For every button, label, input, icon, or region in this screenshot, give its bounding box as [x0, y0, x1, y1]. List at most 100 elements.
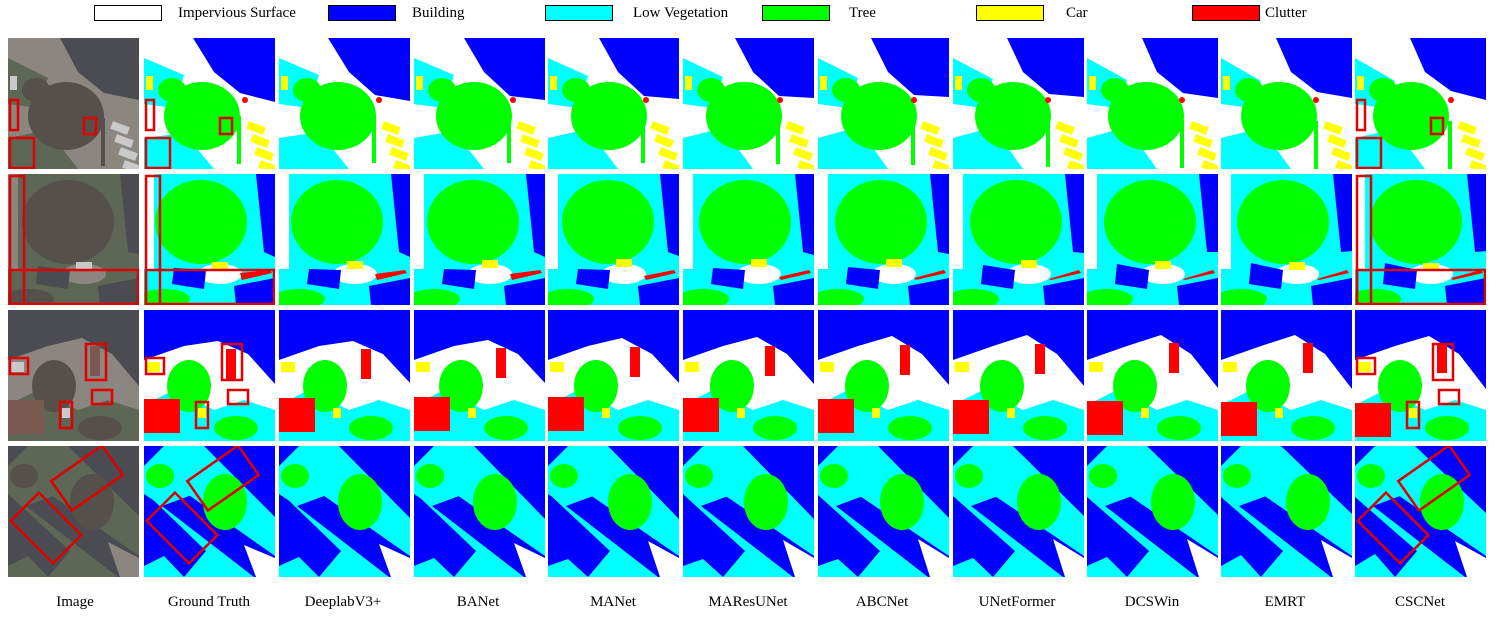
panel-row1-dcswin	[1087, 38, 1218, 169]
panel-row1-unetformer	[953, 38, 1084, 169]
legend: Impervious Surface Building Low Vegetati…	[0, 0, 1498, 30]
highlight-box	[144, 490, 220, 566]
column-label-banet: BANet	[456, 594, 500, 610]
panel-row4-ground-truth	[144, 446, 275, 577]
panel-row2-deeplabv3plus	[279, 174, 410, 305]
panel-row3-manet	[548, 310, 679, 441]
panel-row1-cscnet	[1355, 38, 1486, 169]
highlight-box	[1355, 268, 1486, 305]
highlight-box	[1355, 490, 1431, 566]
highlight-box	[8, 490, 84, 566]
panel-row3-emrt	[1221, 310, 1352, 441]
panel-row4-image	[8, 446, 139, 577]
panel-row4-dcswin	[1087, 446, 1218, 577]
panel-row2-image	[8, 174, 139, 305]
panel-row4-cscnet	[1355, 446, 1486, 577]
column-label-deeplabv3plus: DeeplabV3+	[304, 594, 382, 610]
highlight-box	[1396, 446, 1472, 513]
highlight-box	[220, 342, 244, 382]
highlight-box	[1355, 98, 1367, 132]
highlight-box	[144, 98, 156, 132]
column-label-dcswin: DCSWin	[1124, 594, 1180, 610]
panel-row1-emrt	[1221, 38, 1352, 169]
segmentation-comparison-grid	[8, 38, 1486, 577]
legend-label-car: Car	[1066, 5, 1088, 21]
panel-row3-deeplabv3plus	[279, 310, 410, 441]
panel-row3-image	[8, 310, 139, 441]
panel-row4-deeplabv3plus	[279, 446, 410, 577]
highlight-box	[8, 98, 20, 132]
panel-row2-cscnet	[1355, 174, 1486, 305]
highlight-box	[226, 388, 250, 406]
highlight-box	[218, 116, 234, 136]
panel-row2-abcnet	[818, 174, 949, 305]
highlight-box	[8, 174, 26, 305]
highlight-box	[8, 136, 36, 169]
legend-label-clutter: Clutter	[1265, 5, 1307, 21]
highlight-box	[144, 268, 275, 305]
column-label-emrt: EMRT	[1264, 594, 1306, 610]
highlight-box	[1405, 400, 1421, 430]
column-label-image: Image	[56, 594, 94, 610]
column-label-abcnet: ABCNet	[855, 594, 909, 610]
highlight-box	[185, 446, 261, 513]
panel-row3-dcswin	[1087, 310, 1218, 441]
highlight-box	[1429, 116, 1445, 136]
panel-row3-unetformer	[953, 310, 1084, 441]
legend-swatch-impervious-surface	[94, 5, 162, 21]
highlight-box	[90, 388, 114, 406]
legend-label-building: Building	[412, 5, 465, 21]
panel-row4-emrt	[1221, 446, 1352, 577]
highlight-box	[49, 446, 125, 513]
legend-swatch-car	[976, 5, 1044, 21]
panel-row4-unetformer	[953, 446, 1084, 577]
column-label-ground-truth: Ground Truth	[167, 594, 251, 610]
panel-row2-banet	[414, 174, 545, 305]
panel-row2-ground-truth	[144, 174, 275, 305]
highlight-box	[144, 174, 162, 305]
panel-row1-image	[8, 38, 139, 169]
highlight-box	[1355, 136, 1383, 169]
panel-row2-maresunet	[683, 174, 814, 305]
panel-row3-abcnet	[818, 310, 949, 441]
panel-row3-maresunet	[683, 310, 814, 441]
legend-label-low-vegetation: Low Vegetation	[633, 5, 729, 21]
highlight-box	[1355, 174, 1373, 305]
highlight-box	[8, 268, 139, 305]
highlight-box	[1355, 356, 1377, 376]
panel-row2-emrt	[1221, 174, 1352, 305]
legend-swatch-building	[328, 5, 396, 21]
panel-row4-banet	[414, 446, 545, 577]
legend-swatch-clutter	[1192, 5, 1260, 21]
panel-row4-manet	[548, 446, 679, 577]
highlight-box	[58, 400, 74, 430]
highlight-box	[194, 400, 210, 430]
column-label-cscnet: CSCNet	[1394, 594, 1446, 610]
panel-row1-banet	[414, 38, 545, 169]
highlight-box	[8, 356, 30, 376]
column-label-unetformer: UNetFormer	[978, 594, 1056, 610]
panel-row3-cscnet	[1355, 310, 1486, 441]
highlight-box	[144, 136, 172, 169]
panel-row1-deeplabv3plus	[279, 38, 410, 169]
panel-row1-maresunet	[683, 38, 814, 169]
panel-row2-manet	[548, 174, 679, 305]
panel-row2-dcswin	[1087, 174, 1218, 305]
highlight-box	[1437, 388, 1461, 406]
legend-swatch-tree	[762, 5, 830, 21]
panel-row2-unetformer	[953, 174, 1084, 305]
highlight-box	[84, 342, 108, 382]
legend-label-tree: Tree	[849, 5, 876, 21]
column-label-manet: MANet	[590, 594, 636, 610]
highlight-box	[82, 116, 98, 136]
panel-row4-maresunet	[683, 446, 814, 577]
panel-row1-abcnet	[818, 38, 949, 169]
panel-row1-manet	[548, 38, 679, 169]
panel-row3-ground-truth	[144, 310, 275, 441]
panel-row4-abcnet	[818, 446, 949, 577]
highlight-box	[144, 356, 166, 376]
legend-label-impervious-surface: Impervious Surface	[178, 5, 296, 21]
column-label-maresunet: MAResUNet	[708, 594, 788, 610]
legend-swatch-low-vegetation	[545, 5, 613, 21]
panel-row1-ground-truth	[144, 38, 275, 169]
